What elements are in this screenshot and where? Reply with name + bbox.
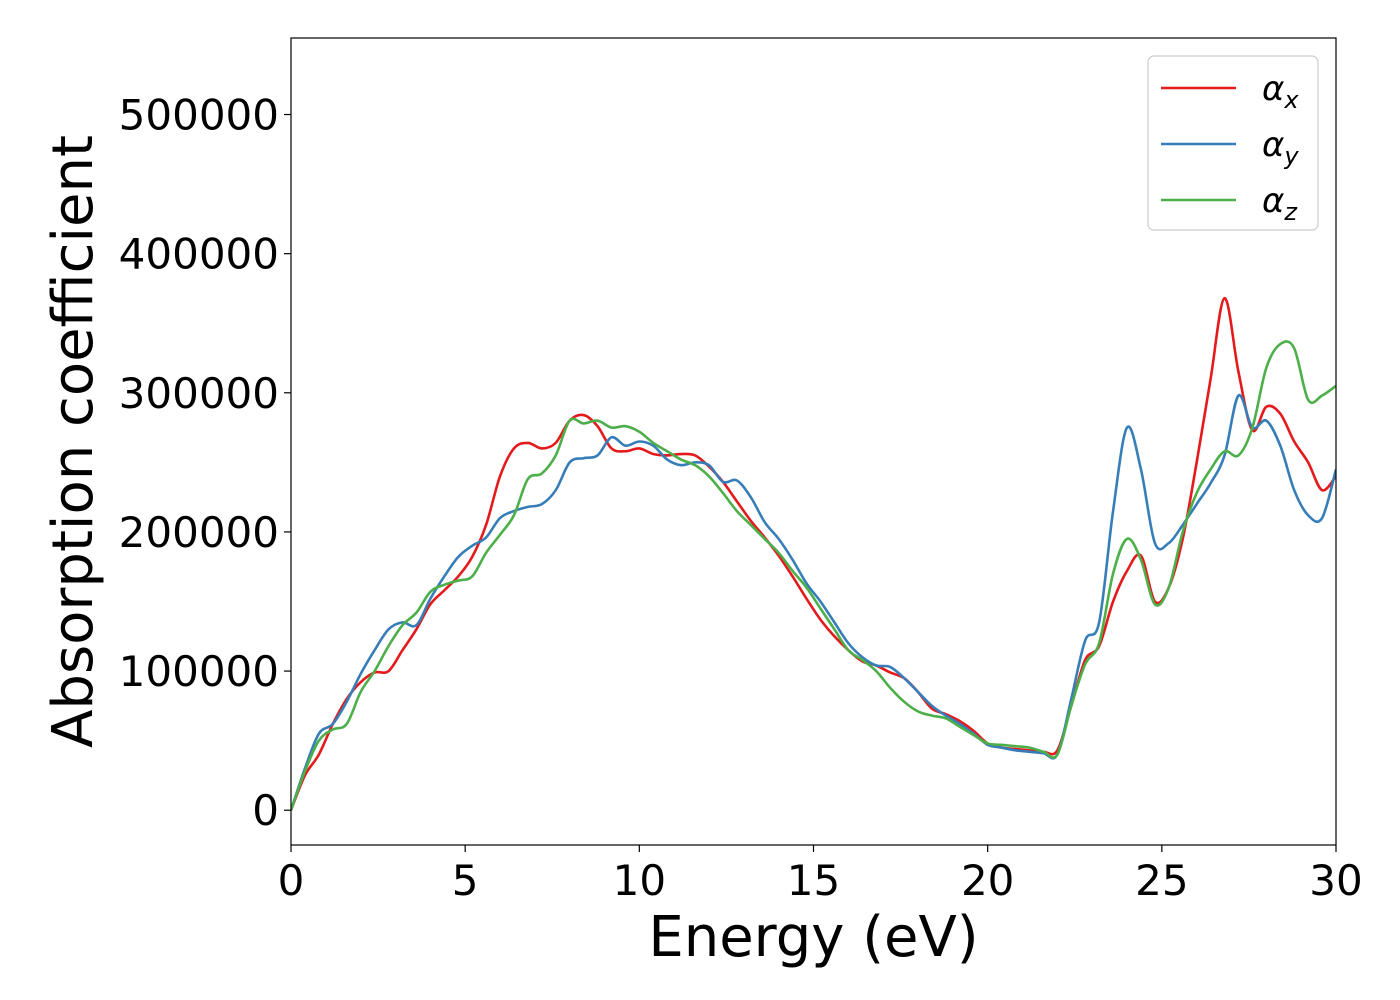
y-axis-label: Absorption coefficient — [41, 135, 106, 748]
x-tick-label: 20 — [961, 856, 1014, 905]
x-tick-label: 5 — [452, 856, 479, 905]
y-tick-label: 100000 — [119, 647, 279, 696]
legend-label-z: αz — [1262, 181, 1298, 226]
x-axis-label: Energy (eV) — [648, 905, 978, 970]
x-axis: 0 5 10 15 20 25 30 — [278, 845, 1363, 905]
y-axis: 0 100000 200000 300000 400000 500000 — [119, 91, 291, 835]
y-tick-label: 400000 — [119, 230, 279, 279]
legend-label-x: αx — [1262, 69, 1299, 114]
y-tick-label: 500000 — [119, 91, 279, 140]
legend-label-y: αy — [1262, 125, 1299, 170]
y-tick-label: 0 — [252, 786, 279, 835]
series-line-y — [291, 394, 1336, 811]
x-tick-label: 15 — [787, 856, 840, 905]
x-tick-label: 25 — [1135, 856, 1188, 905]
series-line-z — [291, 340, 1336, 811]
x-tick-label: 10 — [613, 856, 666, 905]
x-tick-label: 30 — [1309, 856, 1362, 905]
series-line-x — [291, 296, 1336, 811]
series-layer — [291, 296, 1336, 811]
y-tick-label: 300000 — [119, 369, 279, 418]
legend: αx αy αz — [1147, 55, 1319, 231]
y-tick-label: 200000 — [119, 508, 279, 557]
x-tick-label: 0 — [278, 856, 305, 905]
